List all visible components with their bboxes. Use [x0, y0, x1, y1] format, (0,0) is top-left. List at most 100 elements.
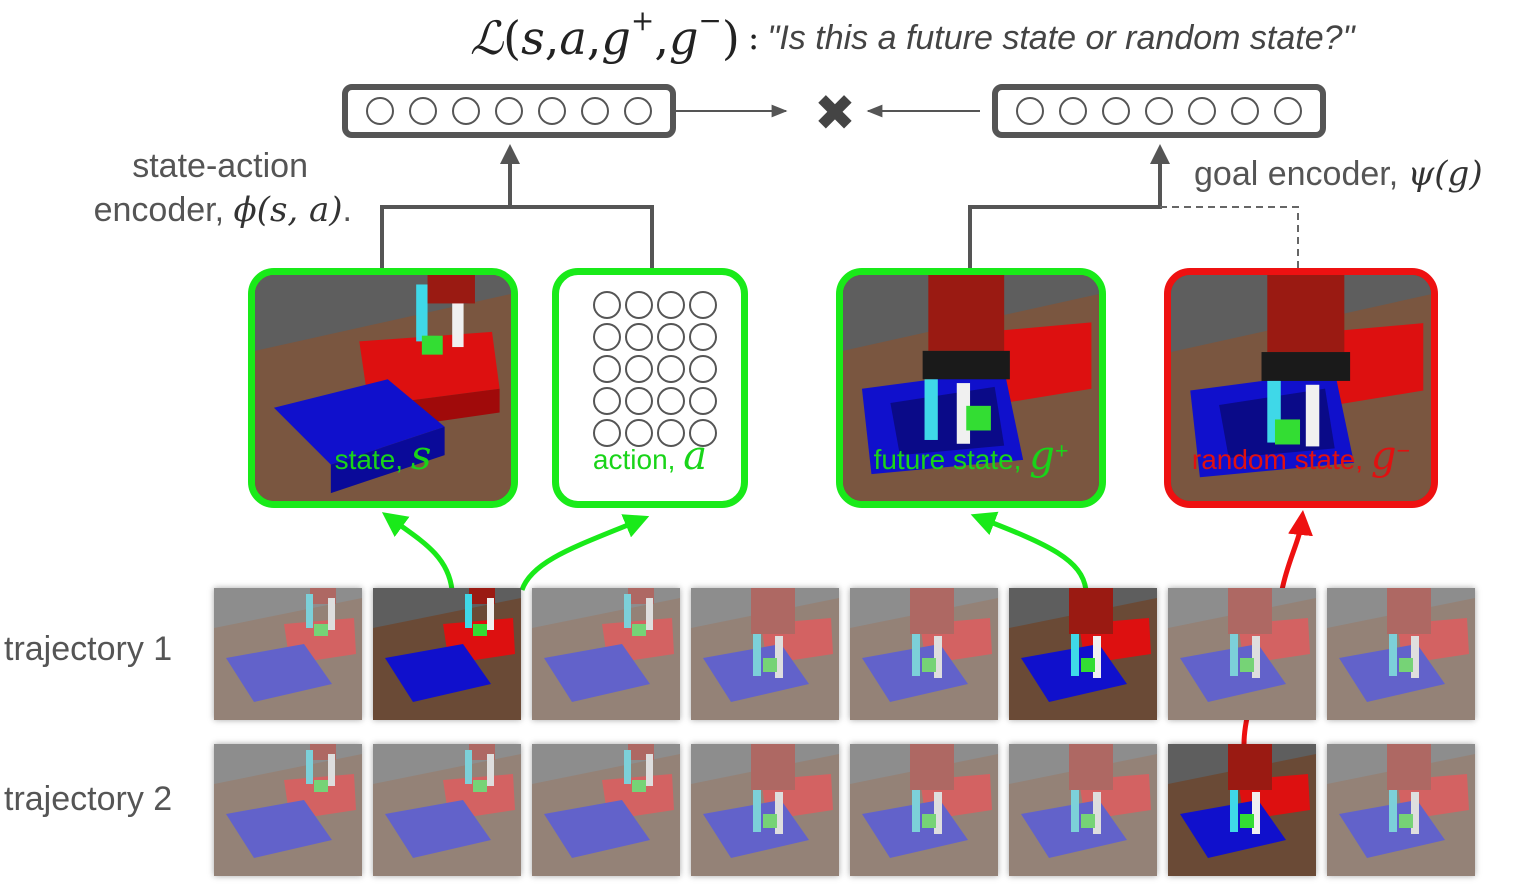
- loss-gneg: g: [668, 11, 699, 65]
- action-neuron-circle: [625, 355, 653, 383]
- trajectory-2-frame-3: [532, 744, 680, 876]
- trajectory-2-frame-7: [1168, 744, 1316, 876]
- trajectory-1-frame-4: [691, 588, 839, 720]
- trajectory-1-frame-1: [214, 588, 362, 720]
- loss-sep-2: ,: [586, 11, 602, 65]
- trajectory-2-frame-2: [373, 744, 521, 876]
- goal-encoder-text: goal encoder,: [1194, 155, 1408, 193]
- future-label-math: g: [1029, 433, 1055, 479]
- loss-gpos: g: [601, 11, 631, 65]
- state-panel-label: state, s: [255, 433, 511, 479]
- action-neuron-circle: [593, 291, 621, 319]
- action-neuron-circle: [625, 291, 653, 319]
- action-neuron-circle: [657, 419, 685, 447]
- trajectory-2-frame-5: [850, 744, 998, 876]
- state-action-connector: [380, 148, 654, 270]
- loss-sep-3: ,: [654, 11, 669, 65]
- frame-fade-overlay: [1168, 588, 1316, 720]
- neuron-circle: [581, 97, 610, 125]
- loss-colon: :: [747, 18, 760, 58]
- frame-fade-overlay: [1009, 744, 1157, 876]
- loss-gneg-sup: −: [698, 3, 722, 37]
- action-neuron-circle: [689, 323, 717, 351]
- state-label-math: s: [410, 433, 432, 479]
- frame-fade-overlay: [532, 588, 680, 720]
- frame-fade-overlay: [1327, 588, 1475, 720]
- loss-s: s: [521, 11, 545, 65]
- action-neuron-circle: [593, 355, 621, 383]
- state-action-math: ϕ(s, a): [233, 190, 343, 231]
- random-state-panel: random state, g−: [1164, 268, 1438, 508]
- action-neuron-circle: [689, 419, 717, 447]
- future-state-panel-label: future state, g+: [843, 433, 1099, 479]
- loss-question: "Is this a future state or random state?…: [767, 18, 1355, 57]
- frame-fade-overlay: [1327, 744, 1475, 876]
- loss-gpos-sup: +: [630, 3, 655, 37]
- random-state-panel-label: random state, g−: [1171, 433, 1431, 479]
- goal-encoder-math: ψ(g): [1407, 154, 1483, 194]
- action-neuron-circle: [657, 291, 685, 319]
- future-sample-arrow: [970, 511, 1089, 591]
- future-state-scene-image: [843, 275, 1099, 501]
- random-label-math: g: [1370, 433, 1397, 479]
- neuron-circle: [1144, 97, 1173, 125]
- state-action-embedding: [342, 84, 676, 138]
- action-neuron-circle: [657, 387, 685, 415]
- loss-symbol: ℒ: [470, 11, 504, 65]
- random-label-sup: −: [1396, 437, 1411, 464]
- trajectory-2-frame-4: [691, 744, 839, 876]
- state-action-label-line2: encoder, ϕ(s, a).: [62, 188, 352, 232]
- action-neuron-circle: [657, 323, 685, 351]
- action-neuron-circle: [689, 387, 717, 415]
- action-neuron-circle: [689, 291, 717, 319]
- neuron-circle: [494, 97, 523, 125]
- frame-fade-overlay: [691, 744, 839, 876]
- frame-fade-overlay: [532, 744, 680, 876]
- neuron-circle: [451, 97, 480, 125]
- random-state-scene-image: [1171, 275, 1431, 501]
- neuron-circle: [1101, 97, 1130, 125]
- state-action-label-text: encoder,: [93, 191, 234, 230]
- action-panel: action, a: [552, 268, 748, 508]
- future-label-text: future state,: [873, 444, 1030, 475]
- trajectory-2-frame-1: [214, 744, 362, 876]
- state-label-text: state,: [334, 444, 411, 475]
- trajectory-1-frame-7: [1168, 588, 1316, 720]
- action-label-math: a: [683, 433, 708, 479]
- state-action-label-line1: state-action: [132, 147, 308, 185]
- multiply-icon: ✖: [814, 84, 856, 142]
- action-neuron-circle: [593, 387, 621, 415]
- frame-fade-overlay: [850, 744, 998, 876]
- trajectory-1-frame-2: [373, 588, 521, 720]
- action-neuron-circle: [593, 323, 621, 351]
- action-neuron-circle: [689, 355, 717, 383]
- goal-connector: [968, 144, 1170, 270]
- trajectory-1-frame-3: [532, 588, 680, 720]
- action-neuron-circle: [625, 419, 653, 447]
- state-sample-arrow: [381, 512, 455, 591]
- loss-formula: ℒ ( s , a , g + , g − ) : "Is this a fut…: [470, 3, 1355, 70]
- frame-fade-overlay: [850, 588, 998, 720]
- trajectory-1-frame-6: [1009, 588, 1157, 720]
- neuron-circle: [1058, 97, 1087, 125]
- future-state-panel: future state, g+: [836, 268, 1106, 508]
- state-action-encoder-label: state-action encoder, ϕ(s, a).: [62, 144, 352, 232]
- loss-close-paren: ): [721, 11, 740, 65]
- trajectory-2-frame-8: [1327, 744, 1475, 876]
- goal-encoder-label: goal encoder, ψ(g): [1194, 152, 1483, 196]
- state-scene-image: [255, 275, 511, 501]
- trajectory-2-label: trajectory 2: [4, 780, 173, 818]
- action-neurons: [593, 291, 717, 447]
- neuron-circle: [1015, 97, 1044, 125]
- goal-embedding: [992, 84, 1326, 138]
- state-panel: state, s: [248, 268, 518, 508]
- goal-dashed-connector: [1160, 206, 1299, 270]
- trajectory-1-frame-8: [1327, 588, 1475, 720]
- neuron-circle: [408, 97, 437, 125]
- trajectory-1-label: trajectory 1: [4, 630, 173, 668]
- neuron-circle: [538, 97, 567, 125]
- frame-fade-overlay: [214, 588, 362, 720]
- action-neuron-circle: [593, 419, 621, 447]
- neuron-circle: [365, 97, 394, 125]
- action-label-text: action,: [592, 444, 684, 475]
